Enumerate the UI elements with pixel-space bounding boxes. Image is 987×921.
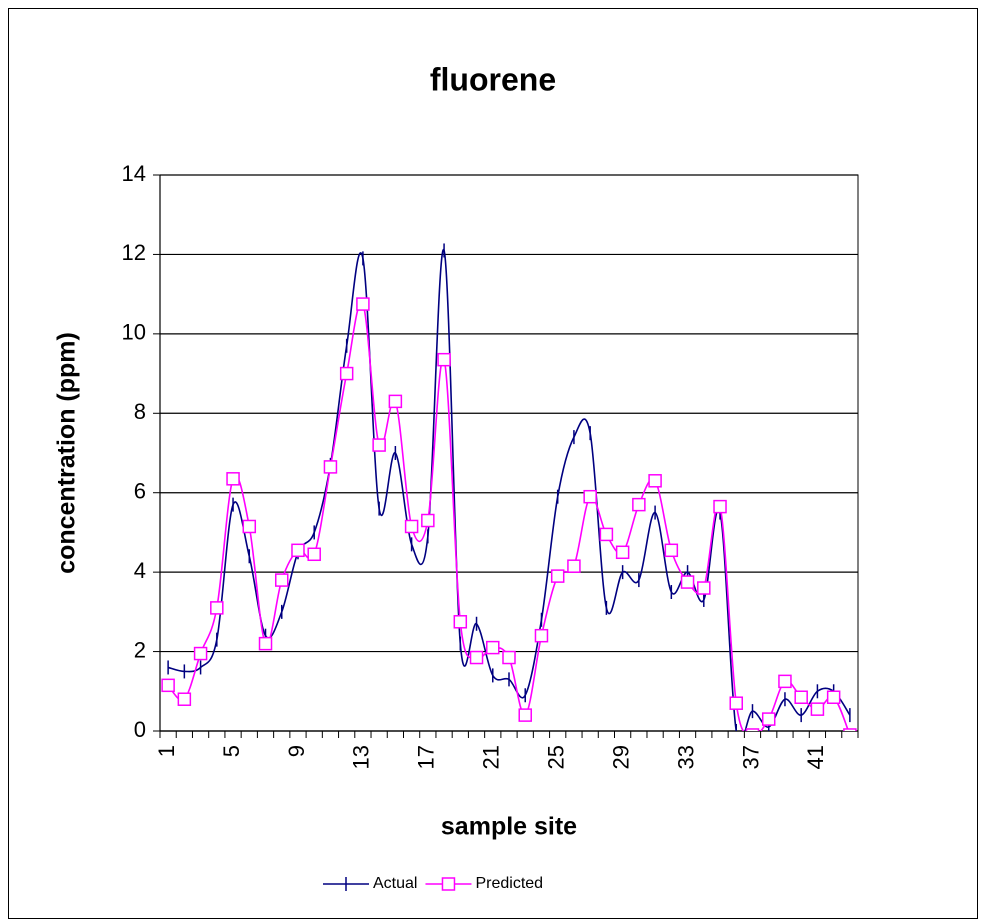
series-marker <box>404 519 419 534</box>
series-marker <box>486 640 500 655</box>
plot-area <box>159 174 859 732</box>
x-tick-label: 29 <box>608 745 633 769</box>
x-tick-label: 21 <box>479 745 504 769</box>
series-marker <box>761 712 776 726</box>
x-tick-label: 9 <box>284 745 309 757</box>
series-marker <box>323 460 338 474</box>
series-marker <box>697 581 711 595</box>
series-marker <box>713 499 727 514</box>
series-marker <box>193 646 208 661</box>
series-marker <box>518 708 532 722</box>
series-marker <box>567 559 581 573</box>
x-tick-label: 13 <box>349 745 374 769</box>
series-marker <box>632 497 646 512</box>
chart-title: fluorene <box>430 61 556 97</box>
series-marker <box>291 543 305 558</box>
series-marker <box>437 352 451 367</box>
series-marker <box>356 297 370 311</box>
x-tick-label: 1 <box>154 745 179 757</box>
series-marker <box>648 474 662 488</box>
series-marker <box>826 690 841 704</box>
series-marker <box>210 601 224 615</box>
plot-series <box>161 243 857 731</box>
y-tick-label: 2 <box>134 637 146 662</box>
series-marker <box>843 728 857 731</box>
series-marker <box>226 472 240 486</box>
y-tick-label: 14 <box>122 161 146 186</box>
series-marker <box>388 394 403 409</box>
series-marker <box>372 438 386 452</box>
series-marker <box>242 519 257 534</box>
legend-label: Predicted <box>475 875 543 892</box>
y-axis-title: concentration (ppm) <box>53 332 81 574</box>
legend-marker <box>441 877 456 891</box>
series-marker <box>745 728 760 731</box>
series-marker <box>453 615 468 629</box>
x-tick-label: 25 <box>544 745 569 769</box>
series-marker <box>274 573 289 587</box>
x-axis-title: sample site <box>441 813 577 841</box>
y-tick-label: 4 <box>134 558 146 583</box>
x-tick-label: 37 <box>738 745 763 769</box>
series-marker <box>664 543 679 558</box>
series-marker <box>729 696 744 710</box>
series-marker <box>680 575 695 589</box>
series-marker <box>258 636 273 651</box>
series-marker <box>161 678 175 693</box>
series-marker <box>177 692 192 706</box>
series-marker <box>599 527 614 542</box>
y-tick-label: 8 <box>134 399 146 424</box>
series-marker <box>421 513 435 528</box>
series-marker <box>583 489 597 504</box>
x-tick-label: 17 <box>414 745 439 769</box>
legend-label: Actual <box>373 875 417 892</box>
series-marker <box>794 690 808 704</box>
series-marker <box>615 545 630 560</box>
series-marker <box>778 674 792 689</box>
series-marker <box>339 366 354 381</box>
series-marker <box>502 650 516 665</box>
series-marker <box>307 547 321 562</box>
x-tick-label: 41 <box>803 745 828 769</box>
series-marker <box>550 569 565 583</box>
y-tick-label: 0 <box>134 717 146 742</box>
x-tick-label: 33 <box>673 745 698 769</box>
series-marker <box>534 628 549 643</box>
y-tick-label: 6 <box>134 479 146 504</box>
series-marker <box>469 650 484 665</box>
series-marker <box>810 702 825 716</box>
x-tick-label: 5 <box>219 745 244 757</box>
y-tick-label: 12 <box>122 240 146 265</box>
y-tick-label: 10 <box>122 320 146 345</box>
